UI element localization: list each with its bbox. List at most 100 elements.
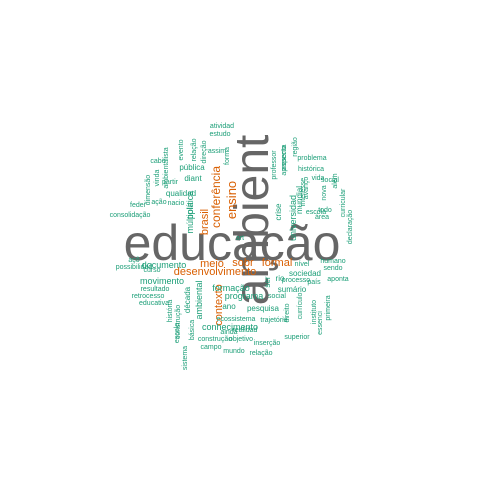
word-formação: formação [212,283,250,293]
word-conhecimento: conhecimento [202,322,258,332]
word-direção: direção [201,140,208,163]
word-mundo: mundo [223,348,245,355]
word-movimento: movimento [140,276,184,286]
word-ensino: ensino [224,181,239,219]
word-resultado: resultado [141,286,170,293]
word-vida: vida [312,175,325,182]
word-forma: forma [224,147,231,165]
word-contexto: contexto [213,284,225,326]
word-professor: professor [271,150,278,180]
word-art: art [236,235,244,242]
word-educativa: educativa [139,300,169,307]
word-educação: educação [124,215,341,271]
word-processo: processo [282,277,311,284]
word-curso: curso [143,267,160,274]
word-retrocesso: retrocesso [132,293,165,300]
word-pública: pública [179,163,205,172]
word-evento: evento [178,139,185,160]
word-ambientalista: ambientalista [163,147,170,188]
word-ecossistema: ecossistema [217,316,256,323]
word-aponta: aponta [327,276,349,283]
word-campo: campo [200,344,221,351]
word-programa: programa [225,291,264,301]
word-área: área [315,214,329,221]
word-nível: nível [295,261,310,268]
word-relação: relação [250,350,273,357]
word-cabe: cabe [150,158,165,165]
word-ser: ser [263,276,272,287]
word-sistema: sistema [182,346,189,370]
word-ambiental: ambiental [194,280,204,319]
word-partir: partir [162,179,179,186]
word-múltipla: múltipla [185,202,195,233]
word-ação: ação [151,199,166,206]
word-formal: formal [262,257,293,269]
word-estudo: estudo [209,131,230,138]
word-objetivo: objetivo [229,336,253,343]
word-inserção: inserção [254,340,281,347]
word-interesse: interesse [300,178,307,207]
word-conferência: conferência [209,166,223,228]
word-escola: escola [306,209,326,216]
word-essenci: essenci [317,311,324,335]
word-aspecto: aspecto [281,146,288,171]
word-dimensão: dimensão [145,175,152,205]
word-ano: ano [222,302,236,311]
word-crise: crise [274,203,283,220]
word-universidad: universidad [288,195,298,241]
word-realidad: realidad [233,327,258,334]
word-sendo: sendo [323,265,342,272]
word-desenvolvimento: desenvolvimento [174,266,257,278]
word-primeira: primeira [325,295,332,320]
word-meio: meio [200,258,224,270]
word-todo: todo [318,207,332,214]
word-construção: construção [198,336,232,343]
word-documento: documento [142,260,187,270]
word-possibilidad: possibilidad [116,264,153,271]
word-além: além [332,173,339,188]
word-pesquisa: pesquisa [247,304,280,313]
word-escola: escola [174,323,181,343]
word-apresenta: apresenta [281,144,288,175]
word-ainda: ainda [220,329,237,336]
word-humano: humano [320,258,345,265]
word-assim: assim [208,148,226,155]
word-superior: superior [284,334,310,341]
word-básica: básica [189,320,196,340]
word-construção: construção [175,305,182,339]
word-sociedad: sociedad [289,269,321,278]
word-social: social [321,177,339,184]
word-nova: nova [321,185,328,200]
word-política: política [185,191,195,220]
word-país: país [307,279,321,286]
word-diant: diant [184,174,202,183]
word-história: história [167,300,174,323]
word-declaração: declaração [347,210,354,244]
word-região: região [292,137,299,157]
word-instituto: instituto [311,300,318,324]
word-currículo: currículo [297,292,304,319]
word-curricular: curricular [340,188,347,217]
word-problema: problema [297,155,326,162]
word-qualidad: qualidad [166,189,196,198]
word-mundial: mundial [295,186,304,214]
word-trajetória: trajetória [260,317,287,324]
word-relação: relação [191,138,198,161]
word-social: social [268,293,286,300]
word-rio: rio [276,274,285,283]
word-sobr: sobr [232,257,254,269]
word-avanço: avanço [303,177,310,200]
word-década: década [183,286,192,313]
word-atividad: atividad [210,123,234,130]
word-ambient: ambient [226,135,279,306]
word-brasil: brasil [199,209,211,235]
word-feder: feder [130,202,147,209]
word-nacio: nacio [168,200,185,207]
word-sumário: sumário [278,285,307,294]
word-direito: direito [284,303,291,322]
word-açõ: açõ [128,257,139,264]
word-consolidação: consolidação [110,212,151,219]
word-vinda: vinda [154,170,161,187]
word-histórica: histórica [298,166,324,173]
